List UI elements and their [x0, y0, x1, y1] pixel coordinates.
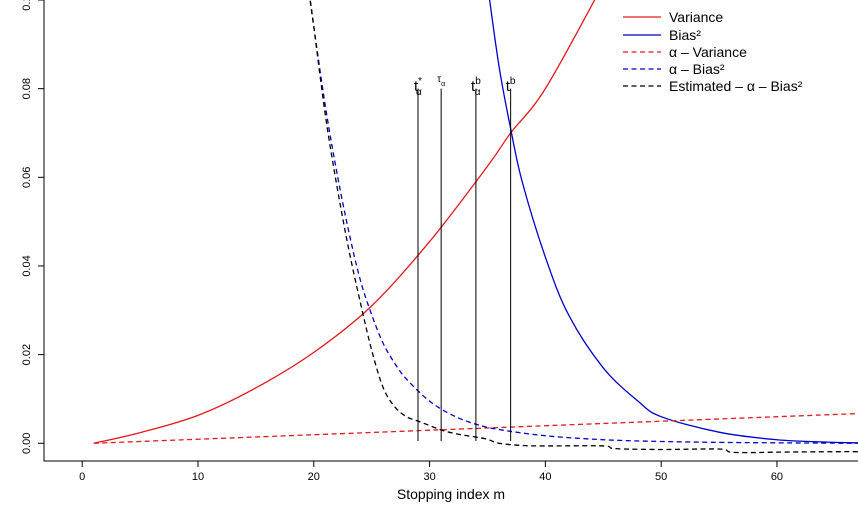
series-line-1 — [488, 0, 858, 444]
legend-label-4: Estimated – α – Bias² — [669, 78, 803, 94]
legend-label-0: Variance — [669, 9, 723, 25]
x-tick-label: 10 — [192, 471, 204, 483]
y-tick-label: 0.00 — [21, 433, 33, 454]
series-line-4 — [309, 0, 858, 454]
marker-label-1: τα — [437, 74, 445, 88]
y-tick-label: 0.02 — [21, 344, 33, 365]
legend-label-2: α – Variance — [669, 44, 747, 60]
x-tick-label: 40 — [539, 471, 551, 483]
x-tick-label: 20 — [308, 471, 320, 483]
x-tick-label: 0 — [79, 471, 85, 483]
marker-label-2: tb α — [471, 76, 481, 98]
x-tick-label: 50 — [655, 471, 667, 483]
y-tick-label: 0.08 — [21, 78, 33, 99]
marker-label-0: t* α — [414, 76, 422, 98]
series-line-3 — [309, 0, 858, 444]
axes: 0 10 20 30 40 50 60 0.00 0.02 0.04 0.06 0.08 0.10 — [21, 0, 858, 483]
x-axis-label: Stopping index m — [397, 486, 505, 502]
series-line-2 — [93, 412, 858, 444]
y-tick-label: 0.06 — [21, 167, 33, 188]
vertical-markers: t* α τα tb α tb — [414, 74, 516, 441]
legend-label-1: Bias² — [669, 27, 701, 43]
legend-label-3: α – Bias² — [669, 61, 725, 77]
series-group — [93, 0, 858, 454]
x-tick-label: 30 — [423, 471, 435, 483]
marker-label-3: tb — [506, 76, 516, 95]
x-tick-label: 60 — [771, 471, 783, 483]
plot-frame — [43, 0, 858, 462]
series-line-0 — [93, 0, 596, 444]
y-tick-label: 0.10 — [21, 0, 33, 11]
y-tick-label: 0.04 — [21, 255, 33, 276]
